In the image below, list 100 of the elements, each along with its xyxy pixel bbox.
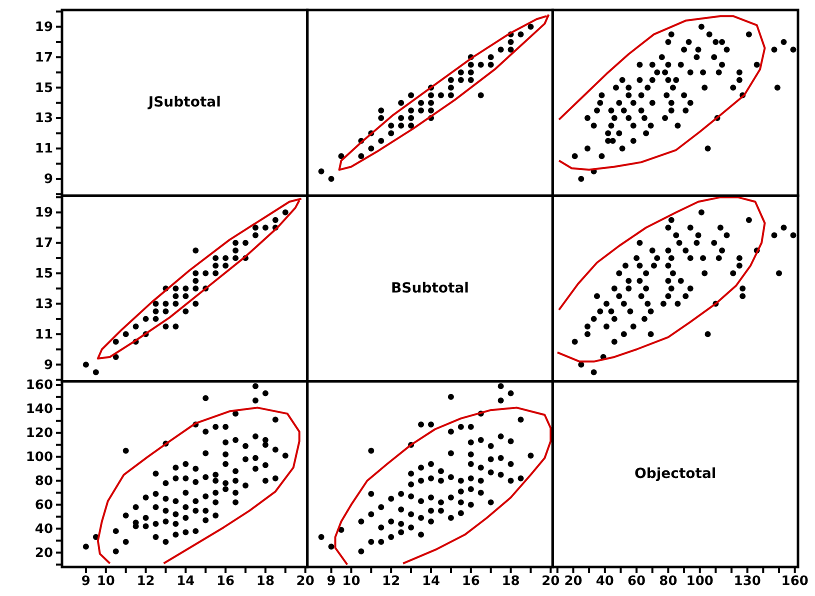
point xyxy=(478,92,484,98)
point xyxy=(252,232,258,238)
y-tick-label: 9 xyxy=(44,172,53,188)
point xyxy=(172,293,179,300)
text: JSubtotal xyxy=(147,94,221,111)
x-tick-label: 20 xyxy=(564,574,582,590)
point xyxy=(152,308,159,314)
point xyxy=(82,362,89,368)
point xyxy=(428,107,434,114)
point xyxy=(398,100,404,106)
y-tick-label: 19 xyxy=(34,206,53,221)
x-tick-label: 14 xyxy=(176,574,195,590)
line-series xyxy=(96,198,302,360)
y-tick-label: 11 xyxy=(34,327,53,342)
x-tick-label: 18 xyxy=(256,574,274,590)
y-tick-label: 13 xyxy=(34,296,53,312)
point xyxy=(192,247,199,254)
y-tick-label: 19 xyxy=(34,20,53,35)
y-tick-label: 17 xyxy=(34,50,53,66)
x-tick-label: 9 xyxy=(326,574,336,590)
y-tick-label: 15 xyxy=(34,266,53,282)
point xyxy=(262,224,268,231)
point xyxy=(282,209,288,216)
point xyxy=(478,62,484,68)
point xyxy=(162,308,169,314)
x-tick-label: 10 xyxy=(96,574,115,590)
point xyxy=(468,62,474,68)
point xyxy=(458,77,464,84)
point xyxy=(192,270,199,276)
y-tick-label: 11 xyxy=(34,142,53,157)
point xyxy=(378,138,384,144)
point xyxy=(468,77,474,84)
point xyxy=(212,255,219,262)
y-tick-label: 15 xyxy=(34,80,53,96)
point xyxy=(448,77,454,84)
point xyxy=(182,308,189,314)
point xyxy=(192,286,199,292)
point xyxy=(192,278,199,284)
point xyxy=(222,262,229,269)
point xyxy=(408,92,414,98)
y-tick-label: 140 xyxy=(26,402,53,418)
y-tick-label: 40 xyxy=(34,522,53,537)
point xyxy=(378,115,384,122)
point xyxy=(232,240,239,246)
point xyxy=(172,286,179,292)
point xyxy=(508,46,514,53)
point xyxy=(498,46,504,53)
point xyxy=(518,31,524,38)
point xyxy=(172,300,179,307)
y-tick-label: 17 xyxy=(34,236,53,252)
point xyxy=(438,92,444,98)
x-tick-label: 20 xyxy=(542,574,560,590)
y-tick-label: 160 xyxy=(26,378,53,394)
point xyxy=(112,338,119,345)
x-tick-label: 12 xyxy=(382,574,400,590)
point xyxy=(458,69,464,76)
point xyxy=(252,224,258,231)
point xyxy=(418,100,424,106)
point xyxy=(122,331,129,338)
point xyxy=(398,122,404,129)
x-tick-label: 10 xyxy=(342,574,360,590)
point xyxy=(232,255,239,262)
point xyxy=(222,255,229,262)
point xyxy=(428,92,434,98)
point xyxy=(488,54,494,60)
x-tick-label: 18 xyxy=(502,574,520,590)
point xyxy=(162,324,169,330)
y-tick-label: 20 xyxy=(34,546,53,561)
point xyxy=(398,115,404,122)
point xyxy=(408,115,414,122)
x-tick-label: 16 xyxy=(462,574,480,590)
point xyxy=(172,324,179,330)
y-tick-label: 120 xyxy=(26,426,53,441)
x-tick-label: 40 xyxy=(596,574,614,590)
text: BSubtotal xyxy=(391,280,469,296)
point xyxy=(488,62,494,68)
point xyxy=(242,240,248,246)
point xyxy=(142,316,149,322)
point xyxy=(528,24,534,30)
point xyxy=(368,145,374,152)
x-tick-label: 130 xyxy=(734,574,761,590)
point xyxy=(112,354,119,360)
point xyxy=(378,107,384,114)
text: Objectotal xyxy=(634,466,716,482)
point xyxy=(328,176,334,182)
x-tick-label: 100 xyxy=(686,574,714,590)
point xyxy=(388,122,394,129)
y-tick-label: 80 xyxy=(34,474,53,489)
point xyxy=(182,293,189,300)
point xyxy=(338,153,344,160)
point xyxy=(272,217,278,224)
point xyxy=(152,300,159,307)
point xyxy=(202,270,209,276)
point xyxy=(162,300,169,307)
point xyxy=(408,107,414,114)
point xyxy=(508,38,514,45)
x-tick-label: 9 xyxy=(81,574,90,590)
point xyxy=(388,130,394,136)
x-tick-label: 60 xyxy=(628,574,646,590)
point xyxy=(212,262,219,269)
